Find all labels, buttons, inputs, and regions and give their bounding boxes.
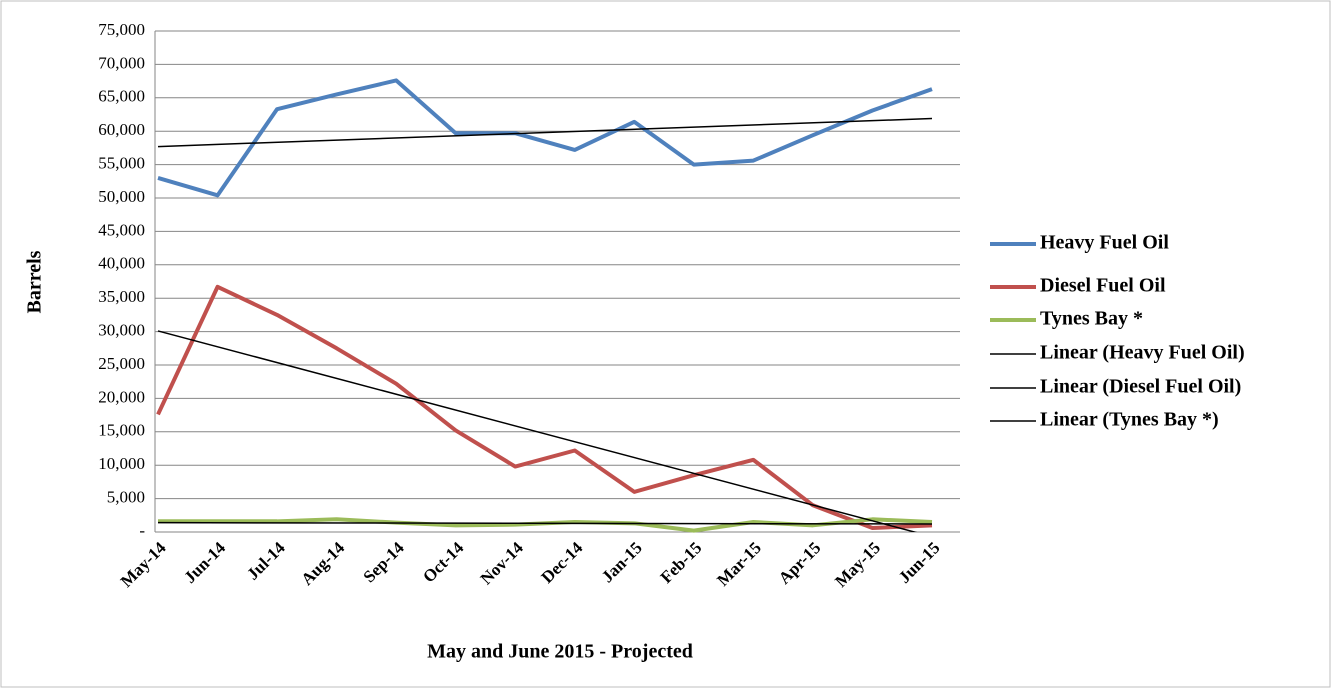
y-tick-label: -: [139, 521, 145, 540]
y-tick-label: 30,000: [98, 321, 145, 340]
legend-label: Heavy Fuel Oil: [1040, 232, 1169, 254]
y-tick-label: 65,000: [98, 87, 145, 106]
legend-label: Linear (Tynes Bay *): [1040, 409, 1219, 431]
y-tick-label: 50,000: [98, 187, 145, 206]
y-tick-label: 35,000: [98, 287, 145, 306]
y-tick-label: 20,000: [98, 387, 145, 406]
y-tick-label: 75,000: [98, 20, 145, 39]
data-line: [157, 78, 933, 198]
legend-label: Diesel Fuel Oil: [1040, 275, 1166, 297]
x-axis-title: May and June 2015 - Projected: [427, 641, 693, 663]
y-axis-title: Barrels: [24, 250, 46, 313]
y-tick-label: 40,000: [98, 254, 145, 273]
legend-label: Linear (Diesel Fuel Oil): [1040, 376, 1241, 398]
y-tick-label: 55,000: [98, 154, 145, 173]
data-line: [156, 284, 933, 530]
legend-label: Linear (Heavy Fuel Oil): [1040, 342, 1245, 364]
legend-label: Tynes Bay *: [1040, 308, 1143, 330]
trendline: [157, 117, 933, 148]
y-tick-label: 15,000: [98, 421, 145, 440]
y-tick-label: 5,000: [107, 488, 145, 507]
trendline: [157, 521, 933, 525]
y-tick-label: 70,000: [98, 53, 145, 72]
y-tick-label: 60,000: [98, 120, 145, 139]
y-tick-label: 10,000: [98, 454, 145, 473]
trendlines: [157, 117, 933, 532]
y-tick-label: 25,000: [98, 354, 145, 373]
y-tick-label: 45,000: [98, 220, 145, 239]
trendline: [157, 330, 918, 532]
